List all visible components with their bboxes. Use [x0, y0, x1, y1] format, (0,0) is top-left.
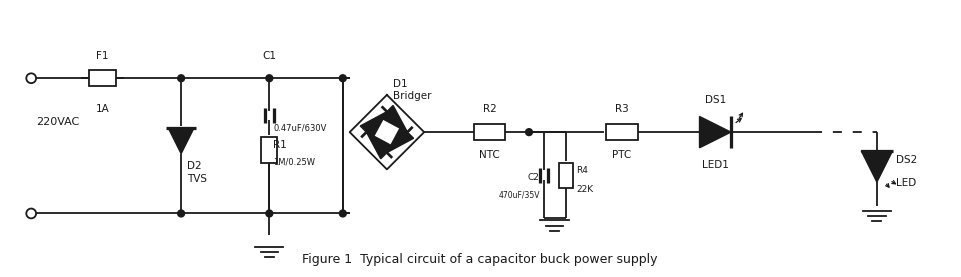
Text: R3: R3: [615, 104, 629, 114]
Polygon shape: [360, 112, 387, 138]
Text: DS1: DS1: [704, 95, 726, 105]
Polygon shape: [366, 132, 393, 159]
Text: R4: R4: [576, 166, 588, 175]
Text: DS2: DS2: [897, 155, 918, 165]
Circle shape: [178, 210, 185, 217]
Circle shape: [266, 210, 273, 217]
Text: LED1: LED1: [702, 160, 728, 170]
Text: 470uF/35V: 470uF/35V: [499, 191, 540, 200]
Bar: [474, 124, 505, 140]
Text: PTC: PTC: [612, 150, 631, 160]
Circle shape: [178, 75, 185, 82]
Text: TVS: TVS: [187, 174, 207, 184]
Text: Bridger: Bridger: [393, 91, 431, 101]
Text: 220VAC: 220VAC: [37, 117, 80, 127]
Polygon shape: [381, 106, 407, 132]
Text: Figure 1  Typical circuit of a capacitor buck power supply: Figure 1 Typical circuit of a capacitor …: [303, 253, 657, 266]
Text: D2: D2: [187, 161, 202, 171]
Text: R1: R1: [273, 140, 287, 150]
Text: 1A: 1A: [96, 104, 110, 114]
Text: C2: C2: [528, 173, 540, 182]
Circle shape: [526, 129, 532, 135]
Polygon shape: [168, 128, 194, 154]
Bar: [606, 124, 638, 140]
Polygon shape: [387, 126, 413, 153]
Circle shape: [266, 75, 273, 82]
Bar: [89, 70, 116, 86]
Text: LED: LED: [897, 178, 917, 188]
Text: 1M/0.25W: 1M/0.25W: [273, 158, 315, 166]
Text: R2: R2: [483, 104, 497, 114]
Text: F1: F1: [96, 51, 109, 61]
Circle shape: [339, 75, 346, 82]
Text: NTC: NTC: [480, 150, 500, 160]
Bar: [261, 137, 277, 163]
Polygon shape: [861, 151, 893, 182]
Bar: [559, 163, 573, 188]
Text: D1: D1: [393, 79, 407, 89]
Polygon shape: [700, 116, 731, 148]
Circle shape: [339, 210, 346, 217]
Text: 0.47uF/630V: 0.47uF/630V: [273, 123, 327, 132]
Text: 22K: 22K: [576, 185, 593, 194]
Text: C1: C1: [262, 51, 277, 61]
